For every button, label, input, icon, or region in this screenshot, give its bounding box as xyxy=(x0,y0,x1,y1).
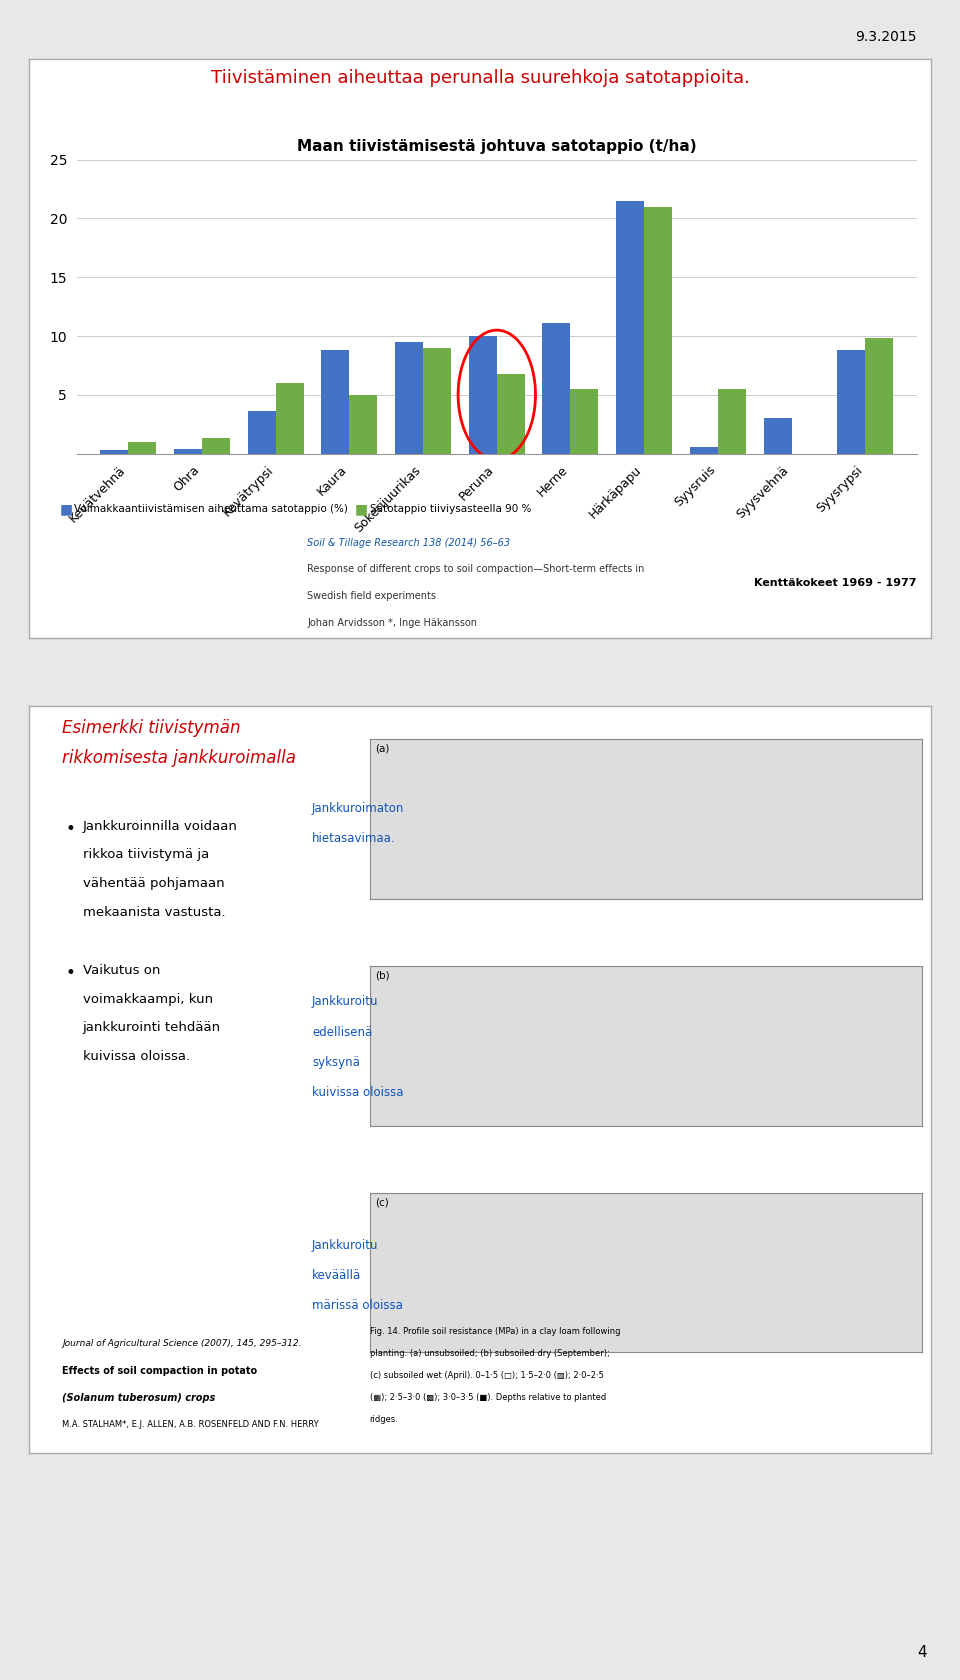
Text: M.A. STALHAM*, E.J. ALLEN, A.B. ROSENFELD AND F.N. HERRY: M.A. STALHAM*, E.J. ALLEN, A.B. ROSENFEL… xyxy=(62,1420,319,1428)
Text: Jankkuroinnilla voidaan: Jankkuroinnilla voidaan xyxy=(83,820,237,833)
Text: vähentää pohjamaan: vähentää pohjamaan xyxy=(83,877,225,890)
Text: Effects of soil compaction in potato: Effects of soil compaction in potato xyxy=(62,1366,257,1376)
Bar xyxy=(174,450,202,454)
Bar xyxy=(570,388,598,454)
Title: Maan tiivistämisestä johtuva satotappio (t/ha): Maan tiivistämisestä johtuva satotappio … xyxy=(297,139,697,155)
Text: Kenttäkokeet 1969 - 1977: Kenttäkokeet 1969 - 1977 xyxy=(755,578,917,588)
Text: edellisenä: edellisenä xyxy=(312,1025,372,1038)
Bar xyxy=(616,200,644,454)
Bar xyxy=(865,338,893,454)
Text: Soil & Tillage Research 138 (2014) 56–63: Soil & Tillage Research 138 (2014) 56–63 xyxy=(307,538,511,548)
Bar xyxy=(718,388,746,454)
Bar xyxy=(396,343,423,454)
Text: märissä oloissa: märissä oloissa xyxy=(312,1300,403,1312)
Text: (Solanum tuberosum) crops: (Solanum tuberosum) crops xyxy=(62,1393,216,1403)
Text: Swedish field experiments: Swedish field experiments xyxy=(307,591,436,601)
Text: Voimakkaantiivistämisen aiheuttama satotappio (%): Voimakkaantiivistämisen aiheuttama satot… xyxy=(74,504,348,514)
Text: hietasavimaa.: hietasavimaa. xyxy=(312,832,396,845)
Text: rikkoa tiivistymä ja: rikkoa tiivistymä ja xyxy=(83,848,209,862)
Text: Fig. 14. Profile soil resistance (MPa) in a clay loam following: Fig. 14. Profile soil resistance (MPa) i… xyxy=(370,1327,620,1336)
Bar xyxy=(497,373,525,454)
Text: •: • xyxy=(65,820,75,838)
Text: Johan Arvidsson *, Inge Häkansson: Johan Arvidsson *, Inge Häkansson xyxy=(307,618,477,628)
Text: Jankkuroimaton: Jankkuroimaton xyxy=(312,801,404,815)
Text: •: • xyxy=(65,964,75,983)
Text: 9.3.2015: 9.3.2015 xyxy=(855,30,917,44)
Bar xyxy=(276,383,303,454)
Text: Jankkuroitu: Jankkuroitu xyxy=(312,995,378,1008)
Bar xyxy=(644,207,672,454)
Text: kuivissa oloissa: kuivissa oloissa xyxy=(312,1085,403,1099)
Bar xyxy=(248,412,276,454)
Text: kuivissa oloissa.: kuivissa oloissa. xyxy=(83,1050,190,1063)
Text: syksynä: syksynä xyxy=(312,1055,360,1068)
Bar xyxy=(690,447,718,454)
Text: (b): (b) xyxy=(375,971,390,981)
Text: planting. (a) unsubsoiled; (b) subsoiled dry (September);: planting. (a) unsubsoiled; (b) subsoiled… xyxy=(370,1349,610,1357)
Text: Journal of Agricultural Science (2007), 145, 295–312.: Journal of Agricultural Science (2007), … xyxy=(62,1339,301,1347)
Text: ■: ■ xyxy=(60,502,73,516)
Bar xyxy=(423,348,451,454)
Text: Tiivistäminen aiheuttaa perunalla suurehkoja satotappioita.: Tiivistäminen aiheuttaa perunalla suureh… xyxy=(210,69,750,87)
Bar xyxy=(468,336,497,454)
Text: ■: ■ xyxy=(355,502,369,516)
Bar xyxy=(763,418,792,454)
Bar xyxy=(202,438,230,454)
Bar xyxy=(322,349,349,454)
Text: (▦); 2·5–3·0 (▩); 3·0–3·5 (■). Depths relative to planted: (▦); 2·5–3·0 (▩); 3·0–3·5 (■). Depths re… xyxy=(370,1393,606,1401)
Text: keväällä: keväällä xyxy=(312,1270,361,1282)
Bar xyxy=(349,395,377,454)
Bar xyxy=(542,323,570,454)
Text: mekaanista vastusta.: mekaanista vastusta. xyxy=(83,906,226,919)
Text: Esimerkki tiivistymän: Esimerkki tiivistymän xyxy=(62,719,241,738)
Bar xyxy=(837,349,865,454)
Text: 4: 4 xyxy=(917,1645,926,1660)
Text: Response of different crops to soil compaction—Short-term effects in: Response of different crops to soil comp… xyxy=(307,564,644,575)
Bar xyxy=(129,442,156,454)
Text: ridges.: ridges. xyxy=(370,1415,398,1423)
Text: Satotappio tiiviysasteella 90 %: Satotappio tiiviysasteella 90 % xyxy=(370,504,531,514)
Text: Vaikutus on: Vaikutus on xyxy=(83,964,160,978)
Text: (c) subsoiled wet (April). 0–1·5 (□); 1·5–2·0 (▨); 2·0–2·5: (c) subsoiled wet (April). 0–1·5 (□); 1·… xyxy=(370,1371,604,1379)
Bar xyxy=(101,450,129,454)
Text: rikkomisesta jankkuroimalla: rikkomisesta jankkuroimalla xyxy=(62,749,297,768)
Text: (c): (c) xyxy=(375,1198,389,1208)
Text: Jankkuroitu: Jankkuroitu xyxy=(312,1240,378,1252)
Text: voimakkaampi, kun: voimakkaampi, kun xyxy=(83,993,213,1006)
Text: jankkurointi tehdään: jankkurointi tehdään xyxy=(83,1021,221,1035)
Text: (a): (a) xyxy=(375,744,390,754)
